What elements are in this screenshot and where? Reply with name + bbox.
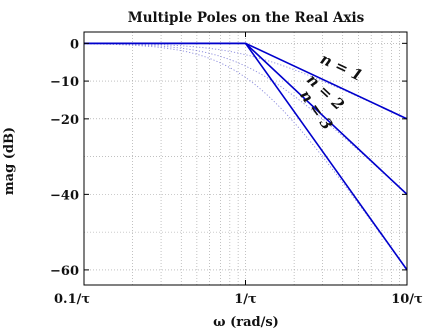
x-tick-label: 0.1/τ bbox=[54, 292, 90, 307]
y-tick-label: 0 bbox=[70, 37, 79, 52]
exact-curves bbox=[83, 43, 408, 271]
y-tick-label: −40 bbox=[50, 188, 79, 203]
annotations: n = 1n = 2n = 3 bbox=[296, 50, 365, 134]
axis-ticks: 0.1/τ 1/τ 10/τ 0 −10 −20 −40 −60 bbox=[50, 32, 423, 307]
asymptote-lines bbox=[84, 42, 408, 271]
y-tick-label: −60 bbox=[50, 264, 79, 279]
chart-title: Multiple Poles on the Real Axis bbox=[128, 10, 365, 26]
grid bbox=[84, 32, 407, 285]
y-tick-label: −20 bbox=[50, 113, 79, 128]
exact-curve-2 bbox=[83, 43, 408, 196]
asymptote-line-3 bbox=[84, 42, 408, 271]
y-tick-label: −10 bbox=[50, 75, 79, 90]
x-axis-label: ω (rad/s) bbox=[213, 315, 279, 330]
y-axis-label: mag (dB) bbox=[2, 127, 17, 195]
x-tick-label: 1/τ bbox=[234, 292, 257, 307]
x-tick-label: 10/τ bbox=[391, 292, 423, 307]
